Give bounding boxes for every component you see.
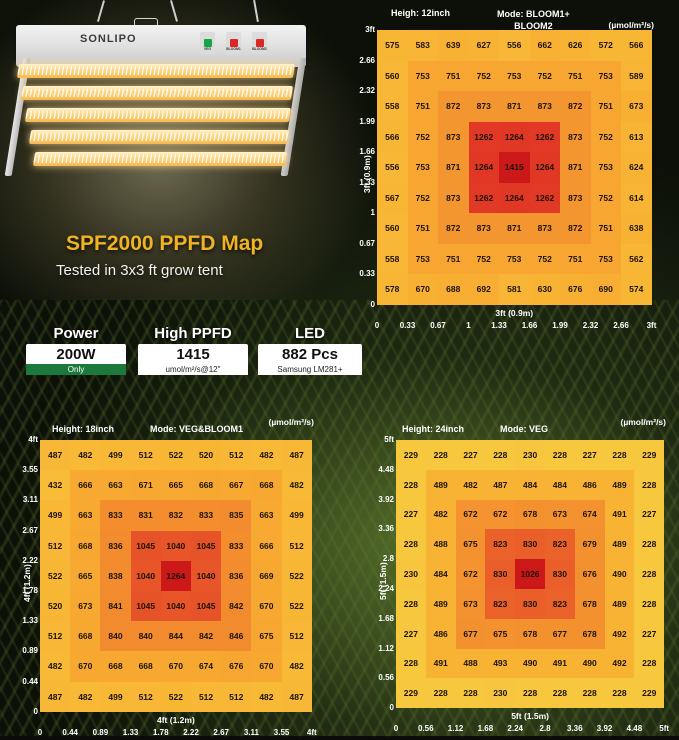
spec-note: umol/m²/s@12" xyxy=(138,364,248,375)
led-bar-group xyxy=(10,60,310,180)
spec-power: Power 200W Only xyxy=(26,325,126,375)
spec-strip: Power 200W Only High PPFD 1415 umol/m²/s… xyxy=(10,325,362,387)
grow-light-product-image: SONLIPO VEG BLOOM1 BLOOM2 xyxy=(4,0,328,200)
spec-note: Only xyxy=(26,364,126,375)
spec-title: LED xyxy=(295,325,325,342)
hanger-cord-right xyxy=(253,0,259,22)
hanger-cord-mid xyxy=(169,0,178,22)
led-bar xyxy=(20,86,294,100)
switch-bloom1: BLOOM1 xyxy=(226,32,241,54)
spec-box: 882 Pcs Samsung LM281+ xyxy=(258,344,362,375)
spec-box: 200W Only xyxy=(26,344,126,375)
switch-bloom2: BLOOM2 xyxy=(252,32,267,54)
spec-high-ppfd: High PPFD 1415 umol/m²/s@12" xyxy=(138,325,248,375)
spec-title: Power xyxy=(53,325,99,342)
led-bar xyxy=(32,152,288,166)
brand-logo: SONLIPO xyxy=(80,33,137,45)
spec-value: 882 Pcs xyxy=(282,346,338,363)
led-bar xyxy=(24,108,292,122)
led-bar xyxy=(16,64,296,78)
spec-value: 200W xyxy=(56,346,96,363)
led-bar xyxy=(28,130,290,144)
spec-note: Samsung LM281+ xyxy=(258,364,362,375)
hanger-cord-left xyxy=(96,0,105,22)
page-title: SPF2000 PPFD Map xyxy=(66,232,264,255)
switch-veg: VEG xyxy=(200,32,215,54)
page-subtitle: Tested in 3x3 ft grow tent xyxy=(56,262,223,279)
spec-led: LED 882 Pcs Samsung LM281+ xyxy=(258,325,362,375)
spec-box: 1415 umol/m²/s@12" xyxy=(138,344,248,375)
spec-title: High PPFD xyxy=(154,325,232,342)
spec-value: 1415 xyxy=(176,346,210,363)
